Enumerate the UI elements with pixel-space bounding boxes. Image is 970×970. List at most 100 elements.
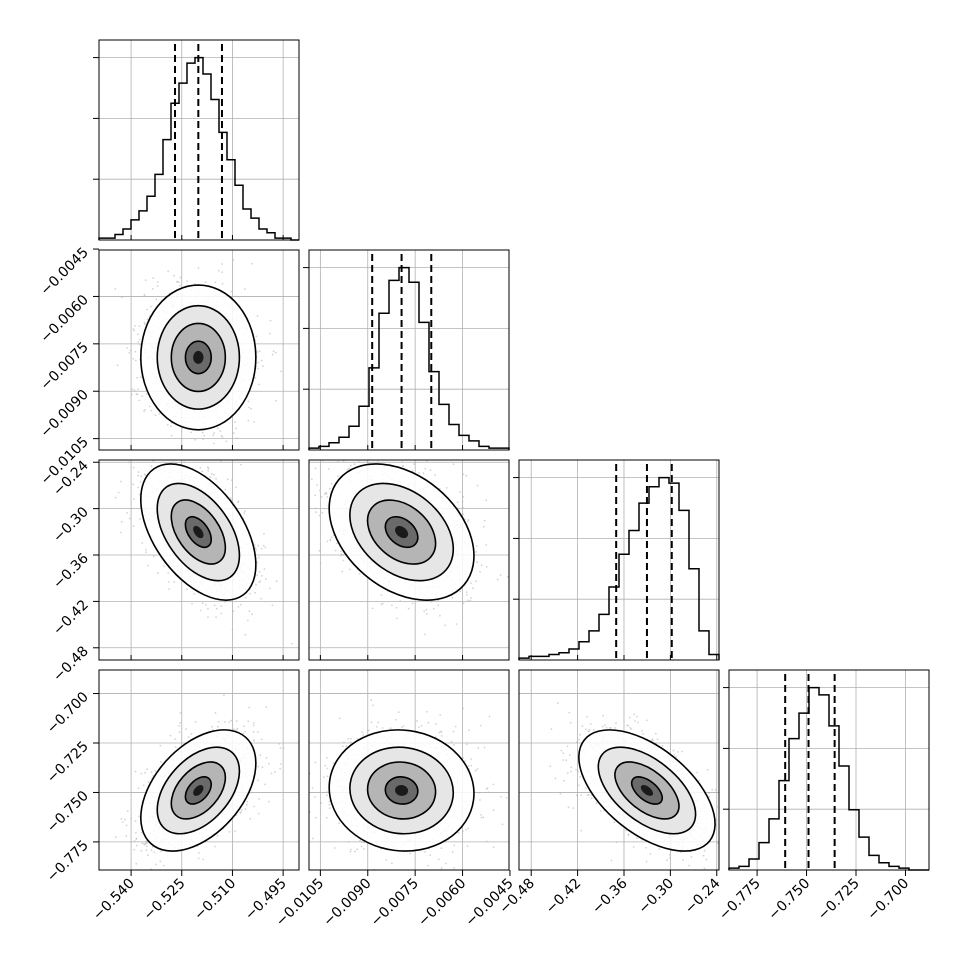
sample-point xyxy=(194,438,197,441)
sample-point xyxy=(269,332,271,335)
sample-point xyxy=(137,471,140,473)
sample-point xyxy=(451,597,454,599)
sample-point xyxy=(264,578,267,581)
sample-point xyxy=(224,601,226,603)
sample-point xyxy=(439,614,441,617)
sample-point xyxy=(240,463,242,466)
sample-point xyxy=(371,458,373,460)
sample-point xyxy=(133,329,136,332)
sample-point xyxy=(157,572,159,575)
sample-point xyxy=(119,531,122,534)
sample-point xyxy=(243,512,246,515)
sample-point xyxy=(349,464,352,467)
sample-point xyxy=(131,393,133,396)
sample-point xyxy=(234,421,236,423)
sample-point xyxy=(250,407,253,410)
sample-point xyxy=(328,487,331,490)
sample-point xyxy=(200,455,202,457)
sample-point xyxy=(423,610,426,613)
sample-point xyxy=(117,491,120,494)
sample-point xyxy=(167,444,169,446)
sample-point xyxy=(236,437,239,440)
sample-point xyxy=(256,315,259,317)
sample-point xyxy=(171,461,174,464)
sample-point xyxy=(402,465,404,467)
sample-point xyxy=(476,484,479,487)
sample-point xyxy=(434,441,436,443)
sample-point xyxy=(120,480,122,483)
sample-point xyxy=(260,359,263,362)
sample-point xyxy=(119,441,121,443)
sample-point xyxy=(221,271,224,273)
sample-point xyxy=(462,602,465,605)
sample-point xyxy=(256,367,259,370)
sample-point xyxy=(244,596,247,599)
sample-point xyxy=(207,616,209,619)
contour-line-3 xyxy=(184,340,213,375)
sample-point xyxy=(342,553,345,556)
sample-point xyxy=(344,446,346,448)
sample-point xyxy=(140,475,143,478)
sample-point xyxy=(212,473,215,476)
sample-point xyxy=(262,544,265,547)
sample-point xyxy=(271,353,274,356)
sample-point xyxy=(137,333,139,336)
sample-point xyxy=(389,437,391,439)
sample-point xyxy=(346,468,349,471)
sample-point xyxy=(348,568,351,571)
sample-point xyxy=(210,472,213,475)
sample-point xyxy=(138,338,141,341)
sample-point xyxy=(201,470,204,473)
sample-point xyxy=(134,325,136,327)
sample-point xyxy=(137,388,139,391)
sample-point xyxy=(462,495,465,498)
sample-point xyxy=(179,276,182,279)
sample-point xyxy=(462,506,464,509)
sample-point xyxy=(394,456,396,458)
sample-point xyxy=(155,298,158,301)
sample-point xyxy=(476,545,478,547)
sample-point xyxy=(301,505,303,507)
sample-point xyxy=(327,468,330,470)
sample-point xyxy=(480,564,483,567)
sample-point xyxy=(133,389,136,392)
sample-point xyxy=(459,590,462,593)
sample-point xyxy=(472,587,474,590)
scatter-content xyxy=(114,259,282,445)
sample-point xyxy=(225,440,228,443)
sample-point xyxy=(319,562,322,565)
sample-point xyxy=(166,458,168,460)
sample-point xyxy=(170,434,173,437)
sample-point xyxy=(426,613,428,615)
sample-point xyxy=(255,335,258,338)
sample-point xyxy=(138,325,141,327)
sample-point xyxy=(420,456,422,458)
sample-point xyxy=(150,409,153,412)
scatter-frame-0-1 xyxy=(98,249,300,451)
sample-point xyxy=(358,461,360,463)
sample-point xyxy=(205,604,207,606)
sample-point xyxy=(254,377,257,379)
sample-point xyxy=(305,479,307,481)
sample-point xyxy=(452,463,455,466)
hist-panel-1 xyxy=(303,249,510,451)
sample-point xyxy=(213,442,215,445)
sample-point xyxy=(321,438,323,440)
sample-point xyxy=(145,548,147,551)
contour-line-1 xyxy=(156,482,241,582)
sample-point xyxy=(260,547,263,550)
sample-point xyxy=(128,445,130,447)
sample-point xyxy=(358,573,361,575)
sample-point xyxy=(256,561,259,564)
hist-panel-0 xyxy=(93,39,300,241)
sample-point xyxy=(158,412,161,415)
sample-point xyxy=(337,475,339,478)
sample-point xyxy=(159,860,162,863)
sample-point xyxy=(422,472,425,475)
sample-point xyxy=(380,594,383,596)
sample-point xyxy=(399,600,402,602)
sample-point xyxy=(203,434,206,437)
contour-line-0 xyxy=(139,463,257,601)
sample-point xyxy=(120,521,123,523)
